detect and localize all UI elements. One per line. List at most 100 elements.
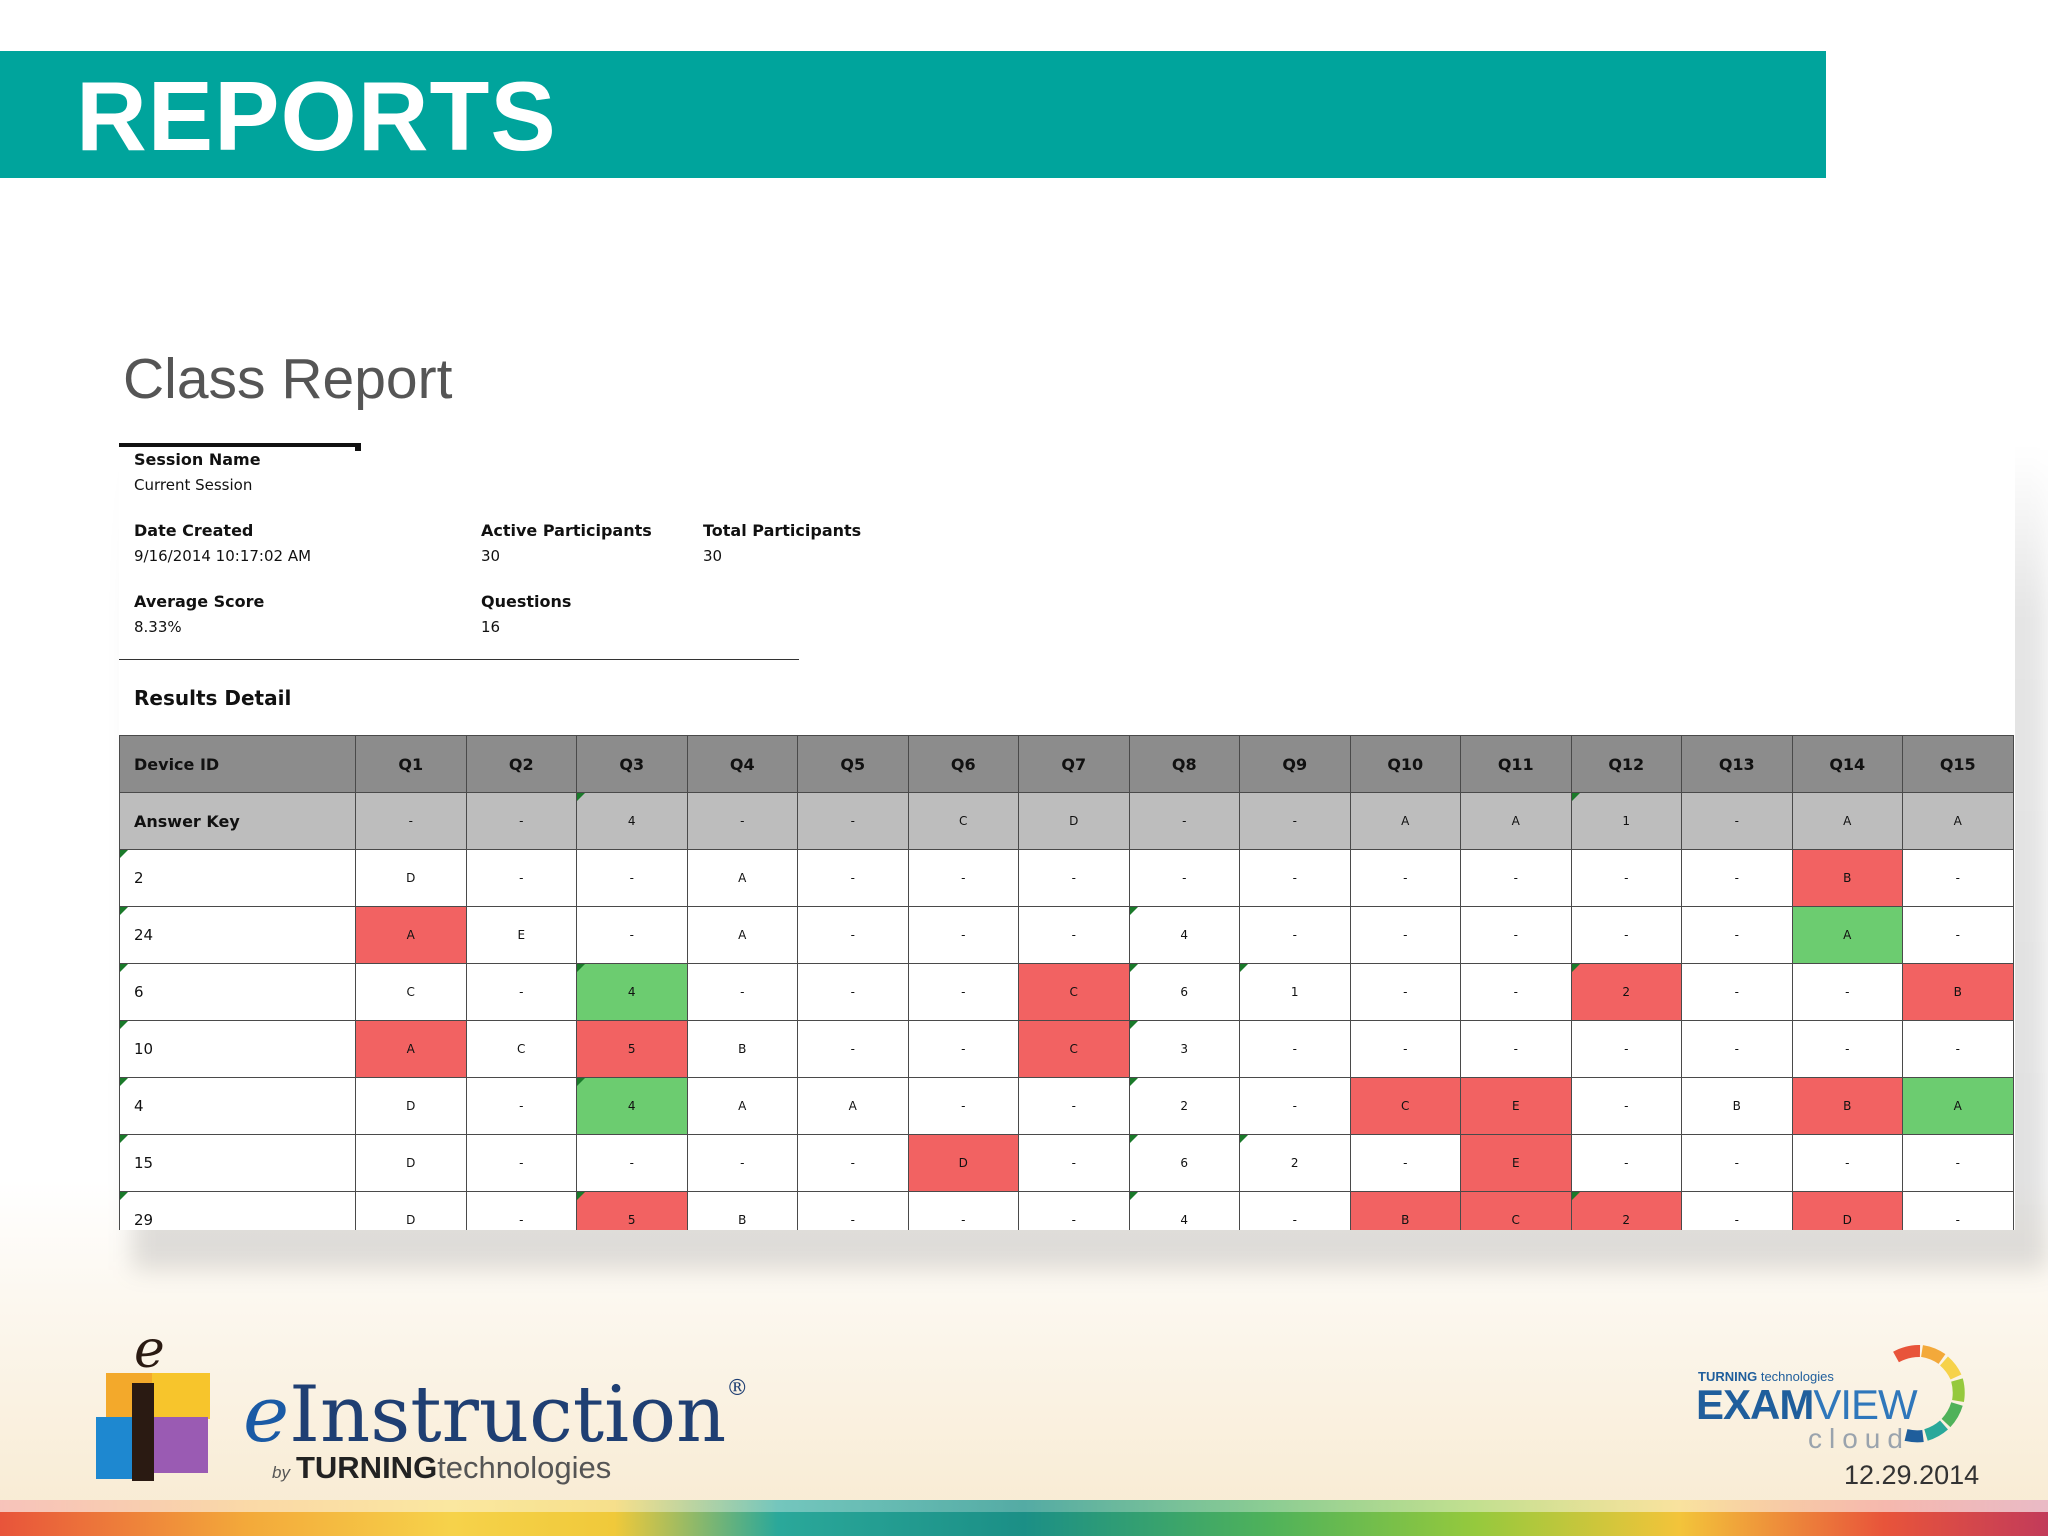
answer-cell: -: [576, 906, 688, 964]
average-score-field: Average Score 8.33%: [134, 592, 264, 636]
answer-cell: -: [1681, 792, 1793, 850]
session-name-field: Session Name Current Session: [134, 450, 261, 494]
questions-value: 16: [481, 618, 501, 636]
answer-cell: -: [797, 792, 909, 850]
answer-cell: -: [1791, 1020, 1903, 1078]
registered-mark: ®: [726, 1376, 749, 1401]
answer-cell: -: [1018, 849, 1130, 907]
answer-cell: -: [1681, 849, 1793, 907]
answer-cell: -: [797, 1134, 909, 1192]
answer-cell: -: [1460, 906, 1572, 964]
answer-cell: -: [1349, 849, 1461, 907]
answer-cell: 2: [1239, 1134, 1351, 1192]
questions-label: Questions: [481, 592, 572, 611]
answer-cell: -: [797, 1020, 909, 1078]
total-participants-value: 30: [703, 547, 723, 565]
questions-field: Questions 16: [481, 592, 571, 636]
answer-cell: -: [1018, 906, 1130, 964]
answer-cell: B: [686, 1020, 798, 1078]
answer-cell: -: [797, 1191, 909, 1230]
answer-cell: B: [1791, 1077, 1903, 1135]
answer-cell: -: [1681, 1191, 1793, 1230]
answer-cell: C: [1460, 1191, 1572, 1230]
answer-cell: -: [1570, 1020, 1682, 1078]
answer-cell: -: [1570, 1134, 1682, 1192]
einstruction-prefix: e: [243, 1370, 290, 1460]
answer-cell: -: [1570, 906, 1682, 964]
answer-cell: C: [465, 1020, 577, 1078]
answer-cell: D: [355, 1191, 467, 1230]
answer-cell: C: [907, 792, 1019, 850]
answer-cell: -: [1681, 963, 1793, 1021]
decorative-stripe: [0, 1500, 2048, 1536]
slide-date: 12.29.2014: [1844, 1460, 1980, 1490]
answer-cell: -: [355, 792, 467, 850]
answer-cell: -: [1018, 1077, 1130, 1135]
by-label: by: [272, 1463, 290, 1482]
answer-cell: -: [1570, 849, 1682, 907]
answer-cell: -: [686, 963, 798, 1021]
answer-cell: -: [907, 1077, 1019, 1135]
answer-cell: -: [1460, 963, 1572, 1021]
average-score-label: Average Score: [134, 592, 265, 611]
answer-cell: -: [1460, 1020, 1572, 1078]
turning-technologies-wordmark: by TURNINGtechnologies: [272, 1450, 611, 1486]
answer-cell: A: [355, 906, 467, 964]
color-wheel-icon: [1893, 1345, 1965, 1443]
answer-cell: -: [1791, 1134, 1903, 1192]
answer-cell: -: [1902, 1020, 2014, 1078]
date-created-field: Date Created 9/16/2014 10:17:02 AM: [134, 521, 311, 565]
answer-cell: 1: [1239, 963, 1351, 1021]
background-gradient: [0, 1180, 2048, 1536]
answer-cell: A: [686, 1077, 798, 1135]
answer-cell: -: [465, 1134, 577, 1192]
answer-cell: -: [1239, 906, 1351, 964]
answer-cell: C: [1349, 1077, 1461, 1135]
answer-cell: A: [1902, 1077, 2014, 1135]
active-participants-field: Active Participants 30: [481, 521, 652, 565]
header-rule: [119, 443, 361, 451]
active-participants-label: Active Participants: [481, 521, 652, 540]
row-label-cell: 6: [119, 963, 356, 1021]
results-detail-title: Results Detail: [134, 686, 292, 710]
answer-cell: -: [797, 849, 909, 907]
average-score-value: 8.33%: [134, 618, 182, 636]
answer-cell: A: [686, 849, 798, 907]
session-name-label: Session Name: [134, 450, 261, 469]
answer-key-row: Answer Key - -4- - C D - - A A 1- A A: [119, 792, 2014, 850]
total-participants-label: Total Participants: [703, 521, 862, 540]
answer-cell: Q5: [797, 735, 909, 793]
answer-cell: A: [797, 1077, 909, 1135]
answer-cell: 1: [1570, 792, 1682, 850]
header-row: Device ID Q1 Q2 Q3 Q4 Q5 Q6 Q7 Q8 Q9 Q10 Q11 Q12 Q13 Q…: [119, 735, 2014, 793]
results-table: Device ID Q1 Q2 Q3 Q4 Q5 Q6 Q7 Q8 Q9 Q10 Q11 Q12 Q13 Q…: [119, 735, 2014, 1230]
answer-cell: E: [465, 906, 577, 964]
answer-cell: -: [907, 849, 1019, 907]
examview-wordmark: EXAMVIEW: [1696, 1381, 1918, 1428]
answer-cell: Q14: [1791, 735, 1903, 793]
answer-cell: -: [1018, 1134, 1130, 1192]
answer-cell: -: [1239, 1191, 1351, 1230]
answer-cell: B: [1681, 1077, 1793, 1135]
einstruction-i-icon: e: [96, 1320, 210, 1481]
table-row: 15 D - - - - D -6 2- E - - - -: [119, 1134, 2014, 1192]
answer-cell: B: [686, 1191, 798, 1230]
einstruction-wordmark: eInstruction®: [243, 1370, 748, 1460]
answer-cell: -: [1349, 963, 1461, 1021]
answer-cell: -: [1902, 1191, 2014, 1230]
answer-cell: Q8: [1128, 735, 1240, 793]
active-participants-value: 30: [481, 547, 501, 565]
answer-cell: E: [1460, 1077, 1572, 1135]
technologies-label: technologies: [437, 1450, 612, 1485]
answer-cell: -: [576, 1134, 688, 1192]
answer-cell: -: [1018, 1191, 1130, 1230]
answer-cell: -: [465, 849, 577, 907]
answer-cell: -: [1791, 963, 1903, 1021]
answer-cell: C: [1018, 1020, 1130, 1078]
session-name-value: Current Session: [134, 476, 253, 494]
answer-cell: D: [355, 1134, 467, 1192]
answer-cell: -: [686, 1134, 798, 1192]
answer-cell: 6: [1128, 963, 1240, 1021]
answer-cell: Q7: [1018, 735, 1130, 793]
